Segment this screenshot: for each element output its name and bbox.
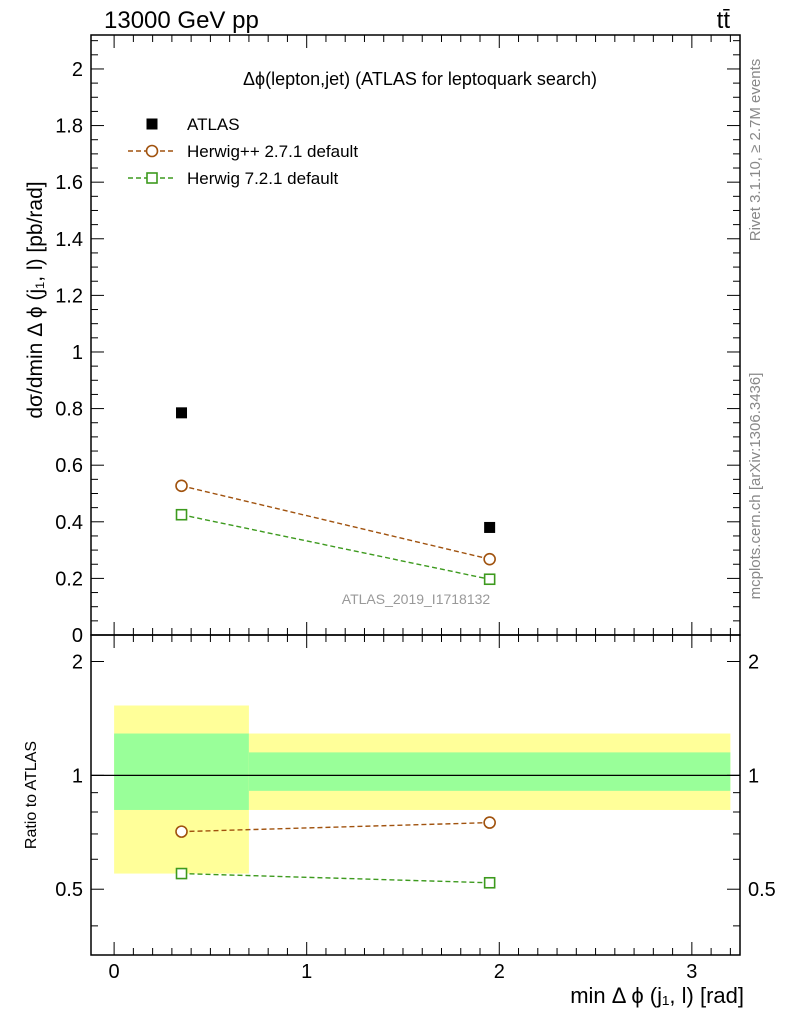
- ratio-y-tick-label: 1: [72, 765, 83, 787]
- legend-label: ATLAS: [187, 115, 240, 134]
- ratio-y-tick-label: 0.5: [55, 879, 83, 901]
- ratio-y-tick-label-right: 2: [748, 651, 759, 673]
- legend-marker: [146, 172, 158, 184]
- ratio-y-tick-label: 2: [72, 651, 83, 673]
- collision-label: 13000 GeV pp: [104, 7, 259, 34]
- series-line: [181, 485, 490, 560]
- ratio-frame: [90, 634, 741, 956]
- y-tick-label: 1: [72, 342, 83, 364]
- main-panel: 0 0.2 0.4 0.6 0.8 1 1.2 1.4 1.6 1.8 2 Δϕ(lepton,je…: [24, 34, 741, 647]
- ratio-line: [181, 821, 490, 833]
- data-point: [175, 479, 188, 493]
- ratio-y-axis-label: Ratio to ATLAS: [23, 741, 40, 849]
- x-tick-label: 3: [686, 961, 697, 983]
- data-point: [484, 521, 496, 533]
- ratio-point: [483, 876, 496, 889]
- legend-label: Herwig++ 2.7.1 default: [187, 142, 358, 161]
- y-tick-label: 1.2: [55, 285, 83, 307]
- uncertainty-band-inner: [248, 752, 731, 791]
- ratio-panel: 0.5 0.5 1 1 2 2 0 1 2 3 Ratio to ATLAS min Δ ϕ (j…: [23, 634, 776, 1008]
- data-point: [483, 573, 496, 586]
- data-point: [175, 508, 188, 521]
- main-axis-ticks: 0 0.2 0.4 0.6 0.8 1 1.2 1.4 1.6 1.8 2: [55, 35, 740, 647]
- legend-label: Herwig 7.2.1 default: [187, 169, 338, 188]
- x-tick-label: 0: [109, 961, 120, 983]
- data-point: [176, 407, 188, 419]
- main-marks: [175, 407, 496, 586]
- ratio-point: [175, 825, 188, 838]
- y-tick-label: 2: [72, 59, 83, 81]
- y-tick-label: 1.4: [55, 229, 83, 251]
- x-tick-label: 1: [301, 961, 312, 983]
- x-axis-label: min Δ ϕ (j₁, l) [rad]: [570, 983, 744, 1008]
- ratio-y-tick-label-right: 1: [748, 765, 759, 787]
- y-tick-label: 0: [72, 625, 83, 647]
- mcplots-label: mcplots.cern.ch [arXiv:1306.3436]: [747, 373, 764, 600]
- y-tick-label: 0.8: [55, 399, 83, 421]
- uncertainty-band-inner: [114, 733, 249, 810]
- ratio-point: [175, 867, 188, 880]
- legend: ATLAS Herwig++ 2.7.1 default Herwig 7.2.1 …: [128, 115, 358, 188]
- legend-marker: [145, 144, 159, 158]
- main-y-axis-label: dσ/dmin Δ ϕ (j₁, l) [pb/rad]: [24, 181, 47, 418]
- y-tick-label: 0.2: [55, 568, 83, 590]
- y-tick-label: 0.6: [55, 455, 83, 477]
- x-tick-label: 2: [494, 961, 505, 983]
- ratio-marks: [175, 816, 496, 889]
- data-point: [483, 552, 496, 566]
- y-tick-label: 1.8: [55, 116, 83, 138]
- ratio-uncertainty-bands: [91, 705, 740, 874]
- ratio-line: [181, 872, 490, 884]
- ratio-axis-ticks: 0.5 0.5 1 1 2 2 0 1 2 3: [55, 635, 776, 983]
- y-tick-label: 1.6: [55, 172, 83, 194]
- series-line: [181, 514, 490, 580]
- ratio-y-tick-label-right: 0.5: [748, 879, 776, 901]
- ratio-point: [483, 816, 496, 829]
- chart-title: Δϕ(lepton,jet) (ATLAS for leptoquark sea…: [243, 69, 597, 89]
- legend-marker: [146, 118, 158, 130]
- y-tick-label: 0.4: [55, 512, 83, 534]
- process-label: tt̄: [717, 7, 731, 34]
- rivet-version-label: Rivet 3.1.10, ≥ 2.7M events: [747, 59, 764, 242]
- analysis-watermark: ATLAS_2019_I1718132: [342, 591, 491, 607]
